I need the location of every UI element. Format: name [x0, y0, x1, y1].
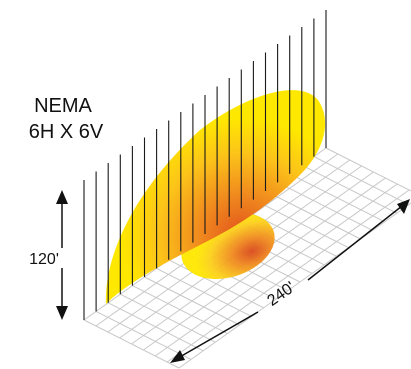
floor-grid-line [144, 276, 240, 326]
rating-line-1: NEMA [34, 95, 92, 117]
floor-grid-line [325, 147, 411, 192]
length-label: 240' [264, 279, 298, 310]
floor-grid-line [107, 302, 204, 352]
floor-grid-line [313, 156, 410, 206]
height-label: 120' [29, 251, 59, 268]
floor-grid-line [132, 285, 228, 335]
height-dimension-arrow [56, 190, 68, 320]
length-dimension-arrow [170, 199, 410, 363]
floor-grid-line [83, 319, 180, 369]
wall-beam-pattern [105, 90, 326, 304]
floor-grid-line [95, 310, 192, 360]
floor-grid-line [289, 173, 385, 223]
floor-grid-line [265, 190, 361, 240]
floor-grid-line [120, 293, 216, 343]
rating-line-2: 6H X 6V [29, 121, 104, 143]
floor-grid-line [253, 199, 349, 249]
wall-grid [83, 10, 327, 320]
floor-grid-line [156, 267, 252, 317]
floor-grid-line [277, 181, 373, 231]
floor-grid-line [168, 259, 264, 309]
floor-grid-line [301, 164, 398, 214]
